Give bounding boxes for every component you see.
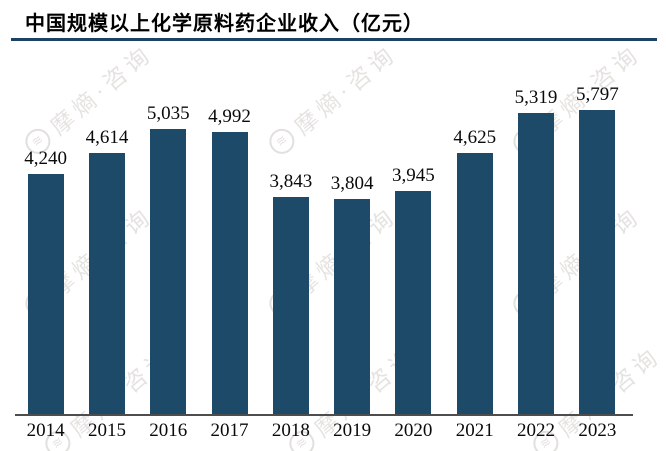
bar-column-2020: 3,945 [383, 85, 444, 415]
bar-column-2022: 5,319 [505, 85, 566, 415]
title-underline-rule [11, 38, 657, 41]
x-tick-label-2016: 2016 [149, 420, 188, 441]
plot-area: 4,240 4,614 5,035 4,992 3,843 3,804 3,945 4,625… [15, 84, 628, 415]
bar-value-label-2018: 3,843 [269, 171, 313, 193]
bar-2020 [395, 191, 432, 415]
x-tick-label-2014: 2014 [26, 420, 65, 441]
bar-2021 [456, 153, 493, 415]
bar-value-label-2020: 3,945 [392, 165, 435, 187]
x-tick-label-2018: 2018 [271, 420, 310, 441]
bar-column-2017: 4,992 [199, 85, 260, 415]
x-axis-labels: 2014 2015 2016 2017 2018 2019 2020 2021 2022 2023 [15, 420, 628, 442]
chart-title: 中国规模以上化学原料药企业收入（亿元） [25, 13, 424, 35]
bar-2015 [88, 153, 125, 415]
bar-2018 [272, 197, 309, 415]
bar-2017 [211, 132, 248, 415]
bar-value-label-2016: 5,035 [146, 103, 190, 125]
bar-column-2019: 3,804 [321, 85, 382, 415]
bar-value-label-2019: 3,804 [330, 173, 374, 195]
x-tick-label-2017: 2017 [210, 420, 249, 441]
x-tick-label-2023: 2023 [578, 420, 617, 441]
bar-2019 [334, 199, 371, 415]
bar-2022 [518, 113, 555, 415]
bar-column-2015: 4,614 [76, 85, 137, 415]
bar-value-label-2017: 4,992 [208, 106, 251, 128]
bar-value-label-2015: 4,614 [85, 127, 129, 149]
bar-column-2021: 4,625 [444, 85, 505, 415]
bar-value-label-2022: 5,319 [514, 87, 558, 109]
bar-column-2018: 3,843 [260, 85, 321, 415]
bar-column-2014: 4,240 [15, 85, 76, 415]
bar-column-2023: 5,797 [567, 84, 628, 415]
bar-value-label-2021: 4,625 [453, 127, 497, 149]
bar-2014 [27, 174, 64, 415]
x-tick-label-2022: 2022 [517, 420, 556, 441]
x-tick-label-2020: 2020 [394, 420, 433, 441]
bar-column-2016: 5,035 [138, 85, 199, 415]
bar-value-label-2014: 4,240 [24, 148, 68, 170]
x-tick-label-2015: 2015 [87, 420, 126, 441]
bar-2023 [579, 109, 616, 415]
x-axis-line [15, 414, 633, 416]
bar-value-label-2023: 5,797 [575, 84, 619, 105]
bar-2016 [150, 129, 187, 415]
x-tick-label-2019: 2019 [333, 420, 372, 441]
x-tick-label-2021: 2021 [455, 420, 494, 441]
